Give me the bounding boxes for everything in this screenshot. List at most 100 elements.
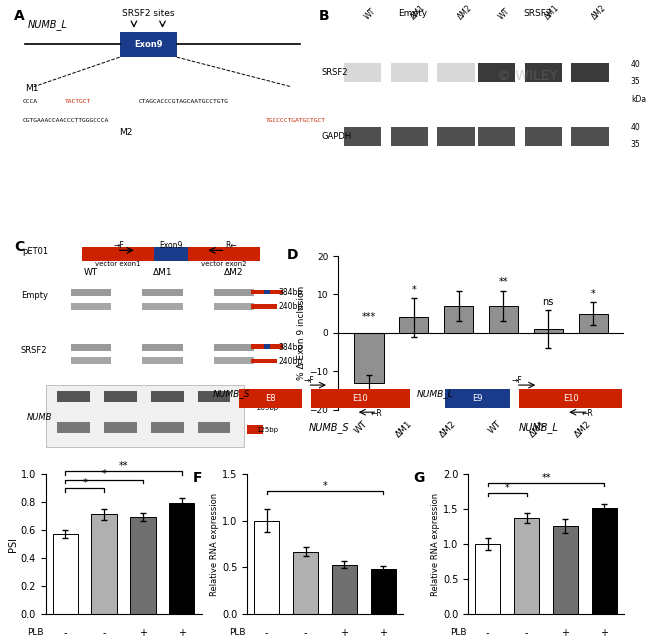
- Bar: [571, 127, 609, 146]
- Bar: [92, 515, 117, 614]
- Bar: [214, 344, 254, 351]
- Text: +: +: [562, 628, 569, 639]
- Text: SRSF2: SRSF2: [523, 9, 551, 18]
- Bar: [399, 317, 428, 333]
- Bar: [552, 526, 578, 614]
- Bar: [370, 570, 396, 614]
- Bar: [270, 290, 283, 294]
- Bar: [264, 304, 277, 308]
- Text: SRSF2: SRSF2: [21, 346, 47, 355]
- Bar: [534, 329, 563, 333]
- Text: -: -: [102, 628, 106, 639]
- Text: PLB: PLB: [229, 628, 245, 637]
- Y-axis label: % Δ Exon 9 inclusion: % Δ Exon 9 inclusion: [298, 285, 307, 380]
- Bar: [71, 344, 111, 351]
- Text: B: B: [318, 8, 330, 22]
- Text: WT: WT: [363, 6, 378, 21]
- Text: ΔM2: ΔM2: [456, 3, 474, 21]
- Text: M1: M1: [25, 84, 39, 93]
- Text: GAPDH: GAPDH: [322, 132, 352, 141]
- Bar: [214, 289, 254, 296]
- Bar: [293, 552, 318, 614]
- Bar: [332, 564, 357, 614]
- Bar: [251, 359, 264, 364]
- Text: ΔM2: ΔM2: [224, 268, 244, 278]
- Bar: [525, 127, 562, 146]
- Text: +: +: [341, 628, 348, 639]
- Text: SRSF2 sites: SRSF2 sites: [122, 9, 174, 18]
- Text: -: -: [64, 628, 67, 639]
- Y-axis label: PSI: PSI: [8, 536, 18, 552]
- Text: PLB: PLB: [27, 628, 44, 637]
- Text: Empty: Empty: [21, 291, 48, 300]
- Bar: [525, 63, 562, 83]
- Bar: [344, 127, 381, 146]
- Text: M2: M2: [120, 128, 133, 138]
- Text: Exon9: Exon9: [159, 241, 183, 250]
- Bar: [270, 344, 283, 349]
- Bar: [214, 357, 254, 364]
- Text: ΔM2: ΔM2: [590, 3, 608, 21]
- Text: NUMB_L: NUMB_L: [28, 19, 68, 30]
- Bar: [592, 508, 617, 614]
- Text: +: +: [178, 628, 186, 639]
- Bar: [251, 290, 264, 294]
- Text: +: +: [380, 628, 387, 639]
- Text: *: *: [83, 477, 87, 488]
- Bar: [391, 63, 428, 83]
- Bar: [514, 518, 539, 614]
- Text: ΔM1: ΔM1: [543, 3, 562, 21]
- Bar: [142, 344, 183, 351]
- Bar: [475, 544, 500, 614]
- Bar: [169, 503, 194, 614]
- Text: **: **: [119, 461, 128, 471]
- Text: -: -: [486, 628, 489, 639]
- Text: -: -: [525, 628, 528, 639]
- Bar: [578, 314, 608, 333]
- Text: *: *: [101, 469, 107, 479]
- Bar: [188, 247, 260, 261]
- Text: C: C: [14, 239, 24, 253]
- Text: vector exon1: vector exon1: [96, 262, 141, 268]
- Text: +: +: [601, 628, 608, 639]
- Text: -: -: [304, 628, 307, 639]
- Text: -: -: [265, 628, 268, 639]
- Bar: [437, 63, 474, 83]
- Text: vector exon2: vector exon2: [202, 262, 247, 268]
- Bar: [214, 303, 254, 310]
- Text: *: *: [322, 481, 328, 491]
- Y-axis label: Relative RNA expression: Relative RNA expression: [210, 492, 219, 596]
- Y-axis label: Relative RNA expression: Relative RNA expression: [431, 492, 440, 596]
- Bar: [354, 333, 383, 383]
- Text: ***: ***: [362, 312, 376, 322]
- Text: 40: 40: [630, 60, 640, 69]
- Text: ΔM1: ΔM1: [153, 268, 172, 278]
- Text: pET01: pET01: [22, 247, 49, 256]
- Text: 35: 35: [630, 140, 640, 149]
- Bar: [264, 359, 277, 364]
- Bar: [71, 303, 111, 310]
- Bar: [130, 517, 155, 614]
- Text: CTAGCACCCGTAGCAATGCCTGTG: CTAGCACCCGTAGCAATGCCTGTG: [138, 99, 229, 104]
- Text: 384bp: 384bp: [278, 288, 303, 297]
- Bar: [251, 304, 264, 308]
- Bar: [120, 32, 177, 57]
- Text: F: F: [192, 471, 202, 484]
- Bar: [344, 63, 381, 83]
- Bar: [83, 247, 154, 261]
- Text: CGTGAAACCAACCCTTGGGCCCA: CGTGAAACCAACCCTTGGGCCCA: [22, 118, 109, 124]
- Text: 35: 35: [630, 77, 640, 86]
- Text: PLB: PLB: [450, 628, 466, 637]
- Text: *: *: [591, 289, 595, 299]
- Text: D: D: [287, 248, 298, 262]
- Text: →F: →F: [114, 241, 125, 250]
- Bar: [53, 534, 78, 614]
- Bar: [71, 289, 111, 296]
- Bar: [478, 127, 515, 146]
- Text: WT: WT: [497, 6, 512, 21]
- Bar: [489, 306, 518, 333]
- Bar: [478, 63, 515, 83]
- Text: kDa: kDa: [630, 95, 646, 104]
- Bar: [154, 247, 188, 261]
- Text: A: A: [14, 8, 25, 22]
